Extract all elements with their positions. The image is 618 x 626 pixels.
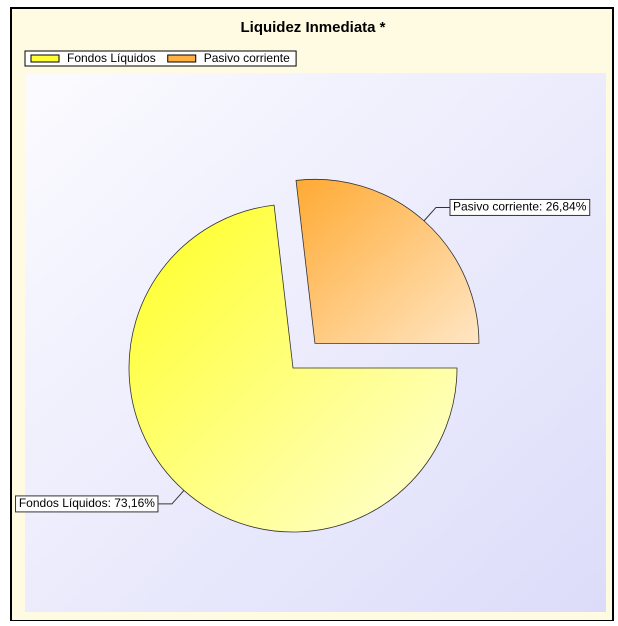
pie-slice [128, 204, 458, 533]
legend-swatch [30, 54, 60, 63]
pie-slice [295, 178, 480, 344]
leader-line [157, 490, 185, 505]
pie: Fondos Líquidos: 73,16% Pasivo corriente:… [15, 178, 591, 533]
data-label: Pasivo corriente: 26,84% [453, 200, 587, 214]
label-box [449, 198, 591, 216]
legend-label: Pasivo corriente [204, 51, 290, 65]
leader-line [423, 206, 450, 222]
legend-box [24, 50, 297, 67]
legend-swatch [167, 54, 197, 63]
data-label: Fondos Líquidos: 73,16% [19, 496, 155, 510]
chart-title: Liquidez Inmediata * [240, 19, 385, 36]
legend-label: Fondos Líquidos [67, 51, 156, 65]
label-box [15, 495, 159, 513]
legend: Fondos Líquidos Pasivo corriente [24, 50, 297, 67]
